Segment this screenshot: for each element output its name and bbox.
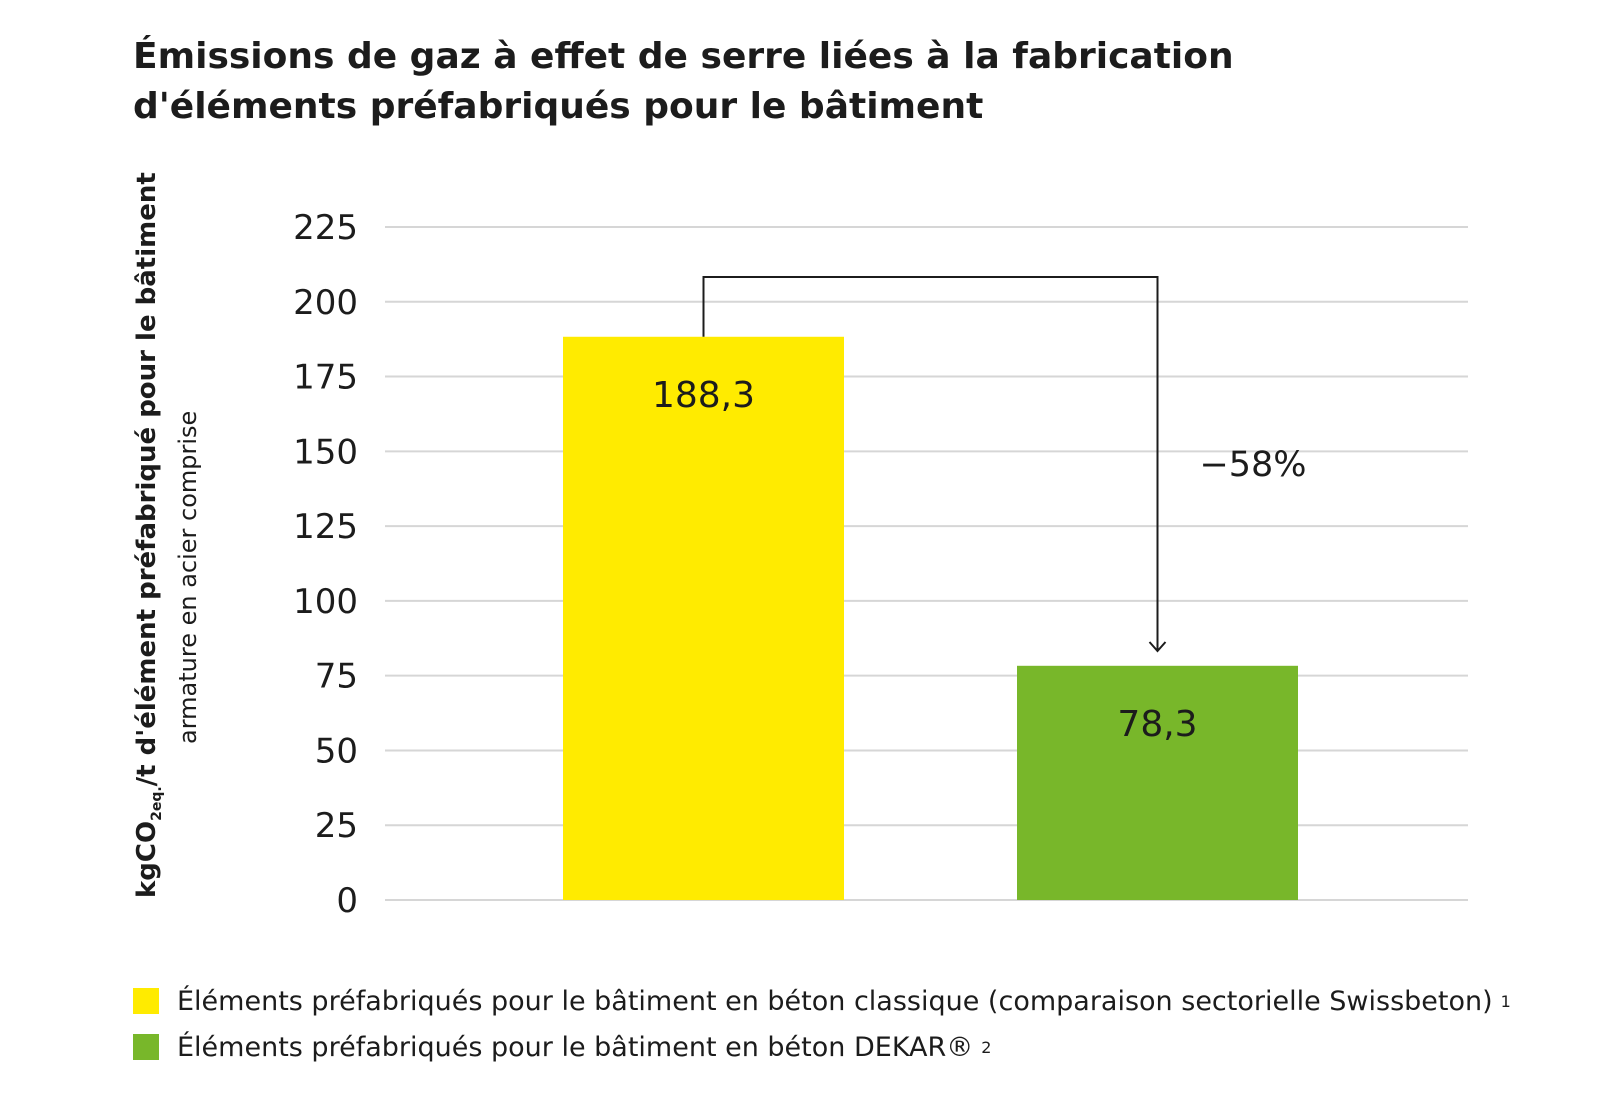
y-tick-label: 0 [336,881,358,921]
y-tick-label: 175 [293,358,358,398]
reduction-annotation: −58% [702,276,1307,653]
legend-label-dekar: Éléments préfabriqués pour le bâtiment e… [177,1031,974,1063]
y-tick-label: 200 [293,283,358,323]
chart-title: Émissions de gaz à effet de serre liées … [133,36,1234,127]
bar-value-labels: 188,3 78,3 [652,375,1198,745]
legend-swatch-classic [133,988,159,1014]
legend-footnote-1: 1 [1500,991,1511,1011]
legend-footnote-2: 2 [981,1037,992,1057]
legend-swatch-dekar [133,1034,159,1060]
legend-item-classic: Éléments préfabriqués pour le bâtiment e… [133,978,1511,1024]
bar-value-label-0: 188,3 [652,375,755,416]
y-axis-label: kgCO2eq./t d'élément préfabriqué pour le… [132,172,202,898]
y-tick-label: 100 [293,582,358,622]
legend: Éléments préfabriqués pour le bâtiment e… [133,978,1511,1070]
y-tick-label: 50 [315,731,358,771]
bar-1 [1017,665,1298,900]
legend-item-dekar: Éléments préfabriqués pour le bâtiment e… [133,1024,1511,1070]
bars [563,336,1298,900]
y-axis-title: kgCO2eq./t d'élément préfabriqué pour le… [132,172,165,898]
y-tick-label: 225 [293,208,358,248]
bar-value-label-1: 78,3 [1117,704,1197,745]
y-tick-label: 125 [293,507,358,547]
legend-label-classic: Éléments préfabriqués pour le bâtiment e… [177,985,1493,1017]
y-tick-label: 75 [315,657,358,697]
y-tick-label: 25 [315,806,358,846]
gridlines [385,226,1468,901]
y-axis-subtitle: armature en acier comprise [174,411,202,744]
y-tick-label: 150 [293,432,358,472]
arrow-head [1148,641,1167,653]
y-axis-ticks: 0 25 50 75 100 125 150 175 200 225 [293,208,358,921]
bar-0 [563,336,844,900]
reduction-bracket [702,276,1159,651]
reduction-percent-label: −58% [1199,445,1306,485]
